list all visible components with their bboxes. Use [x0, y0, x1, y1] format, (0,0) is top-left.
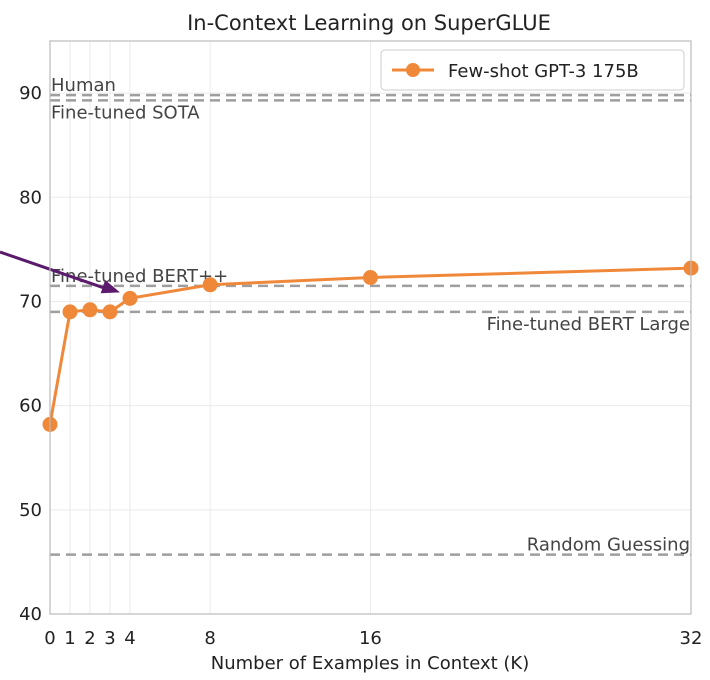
- data-point: [82, 302, 98, 318]
- chart-title: In-Context Learning on SuperGLUE: [187, 11, 551, 35]
- reference-label: Random Guessing: [527, 535, 690, 556]
- y-tick-label: 80: [19, 187, 42, 208]
- x-tick-label: 3: [104, 628, 115, 649]
- grid: [49, 41, 692, 615]
- series-layer: [42, 260, 699, 432]
- reference-label: Fine-tuned BERT Large: [487, 314, 690, 335]
- x-tick-label: 2: [84, 628, 95, 649]
- annotation-arrow-head: [100, 279, 120, 294]
- x-axis-label: Number of Examples in Context (K): [211, 653, 530, 674]
- legend-label: Few-shot GPT-3 175B: [448, 61, 639, 82]
- x-tick-label: 0: [44, 628, 55, 649]
- data-point: [122, 290, 138, 306]
- y-tick-label: 40: [19, 604, 42, 625]
- y-tick-label: 70: [19, 291, 42, 312]
- reference-label: Fine-tuned SOTA: [51, 102, 200, 123]
- legend: Few-shot GPT-3 175B: [380, 49, 685, 91]
- legend-swatch-marker: [406, 63, 420, 77]
- legend-box: [380, 49, 685, 91]
- data-point: [362, 269, 378, 285]
- x-tick-label: 4: [124, 628, 135, 649]
- x-tick-label: 1: [64, 628, 75, 649]
- reference-lines: Human Fine-tuned SOTA Fine-tuned BERT++ Fin…: [50, 75, 691, 556]
- tick-labels: 40 50 60 70 80 90 0 1 2 3 4 8 16 32: [19, 83, 702, 649]
- reference-label: Human: [51, 75, 116, 96]
- x-tick-label: 32: [680, 628, 703, 649]
- annotation-arrow-shaft: [0, 250, 109, 291]
- y-tick-label: 90: [19, 83, 42, 104]
- annotation-layer: [0, 250, 120, 294]
- plot-frame: [49, 40, 692, 615]
- data-point: [62, 304, 78, 320]
- x-tick-label: 16: [359, 628, 382, 649]
- x-tick-label: 8: [204, 628, 215, 649]
- y-tick-label: 50: [19, 500, 42, 521]
- reference-label: Fine-tuned BERT++: [51, 266, 228, 287]
- data-point: [202, 277, 218, 293]
- y-tick-label: 60: [19, 396, 42, 417]
- data-point: [102, 304, 118, 320]
